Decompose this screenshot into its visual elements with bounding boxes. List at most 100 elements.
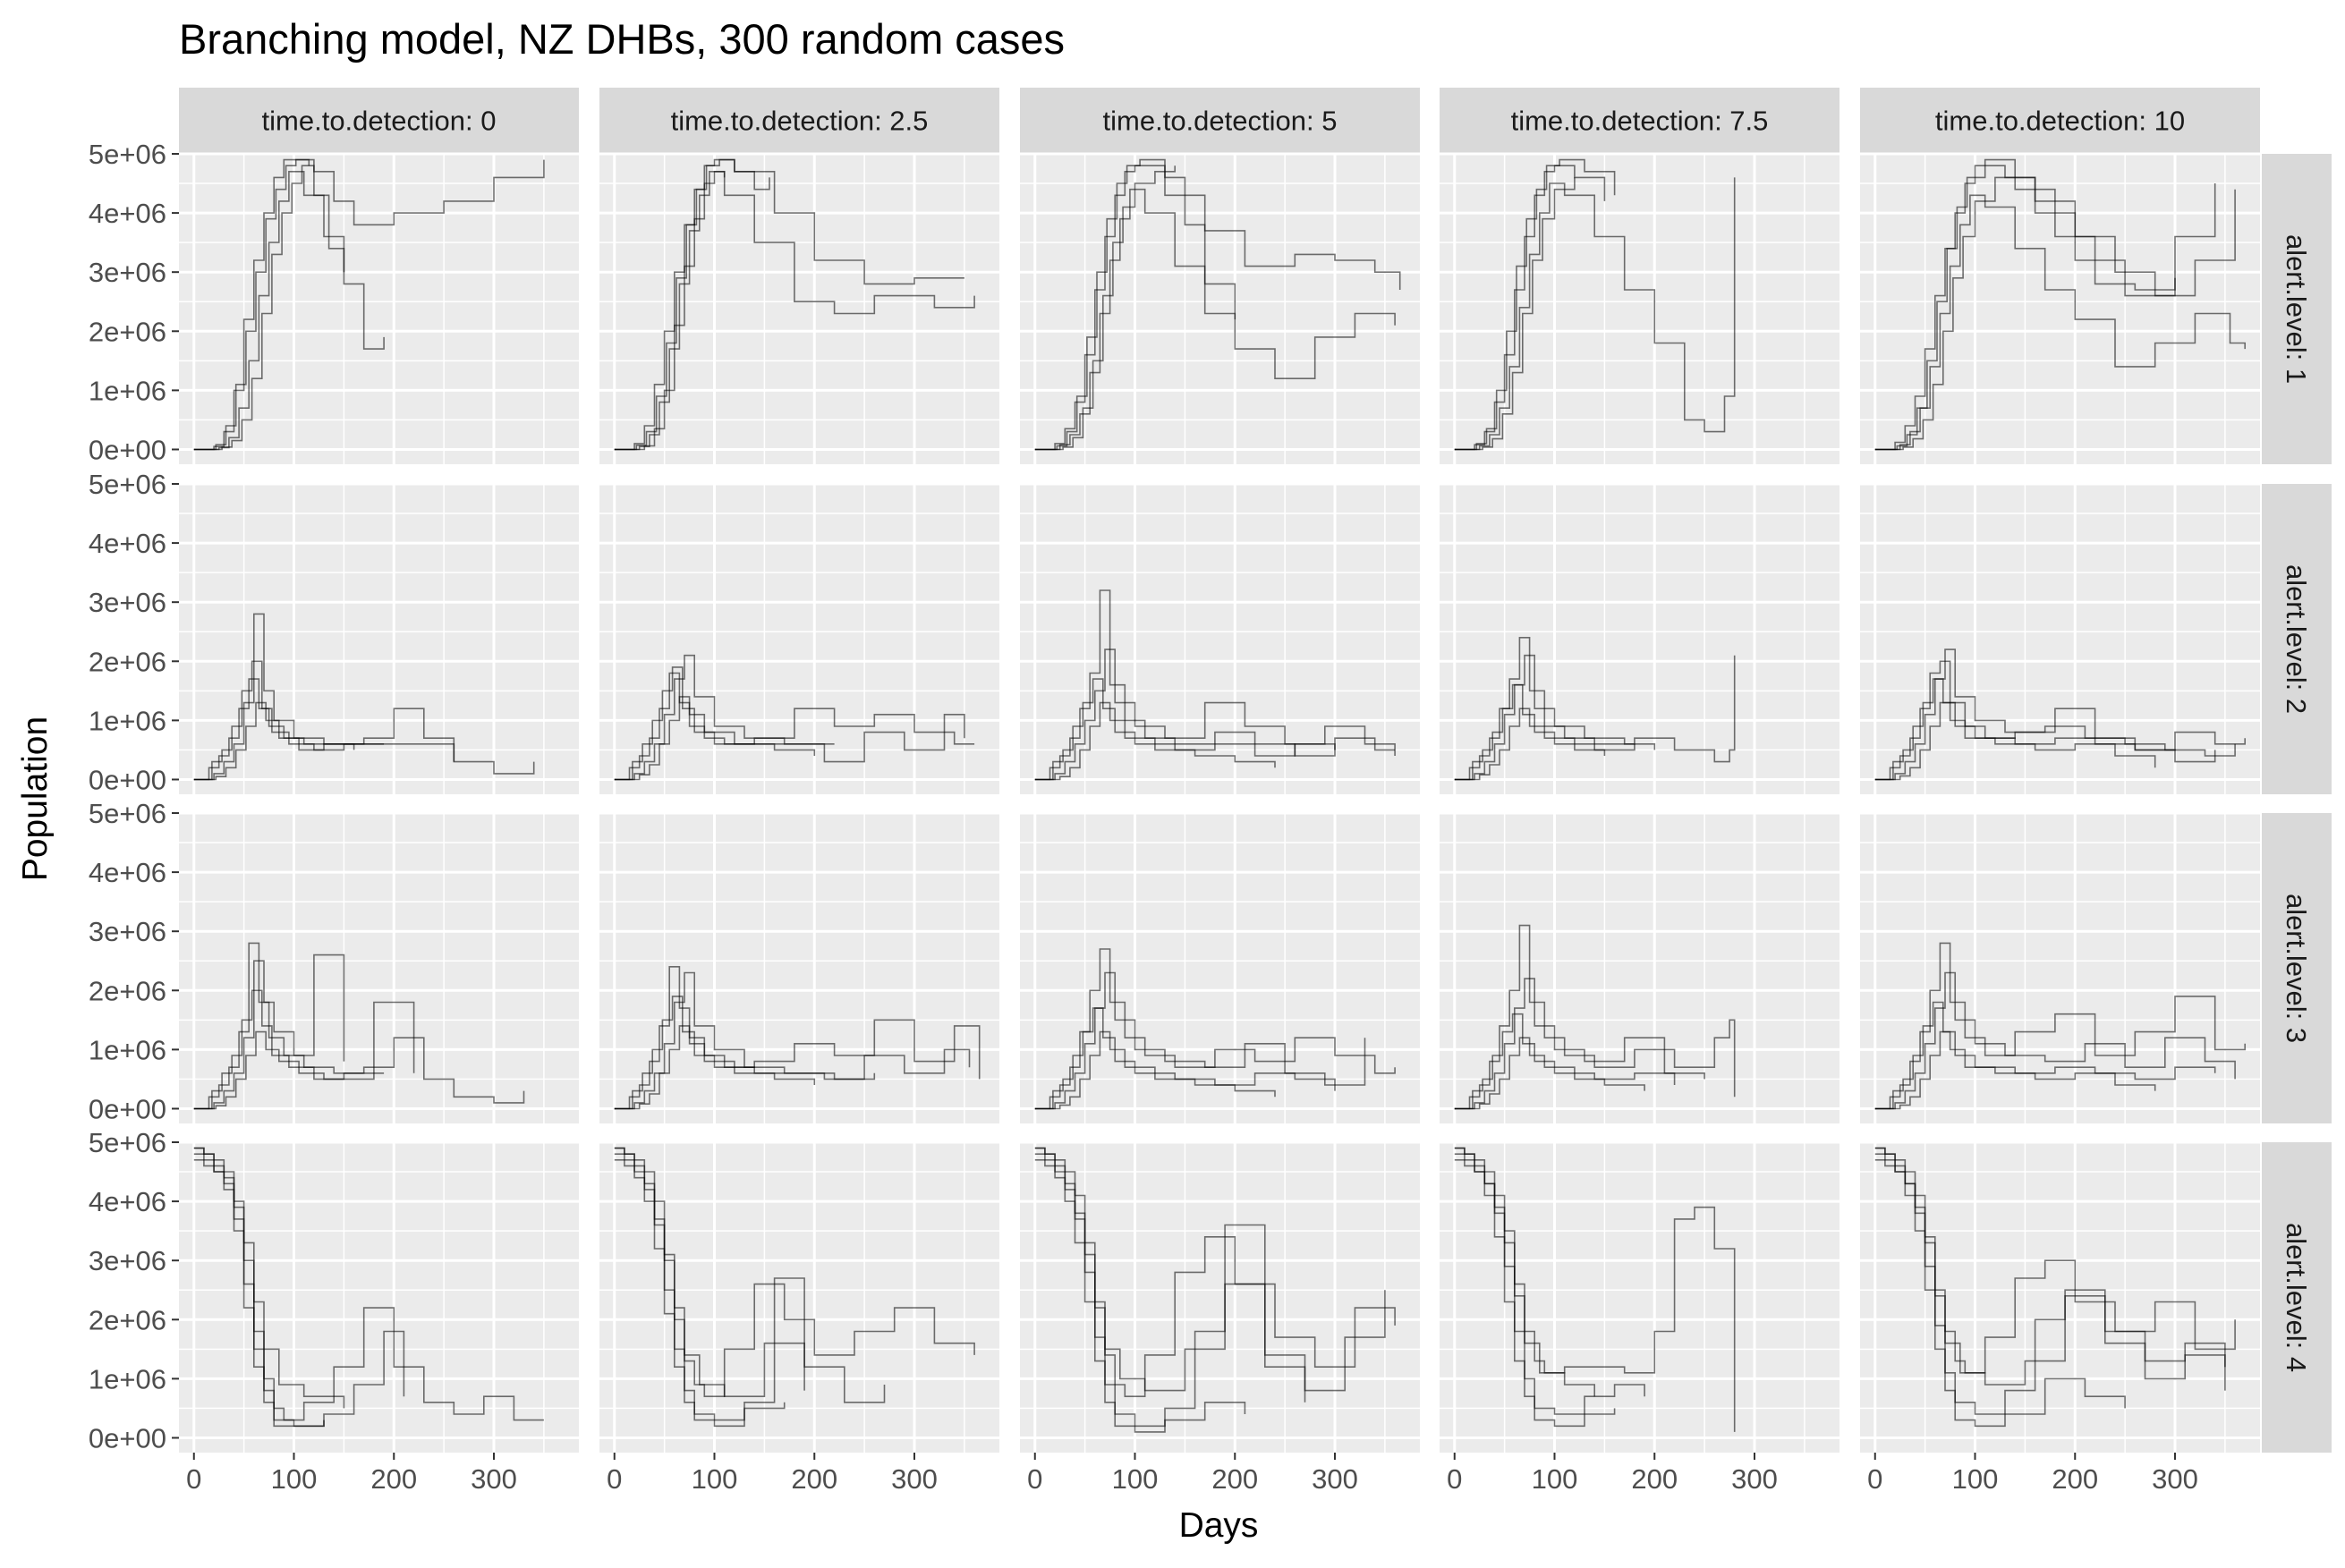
row-strip-label: alert.level: 2 [2281, 564, 2312, 714]
series-step-line [1454, 1013, 1676, 1110]
series-step-line [193, 660, 385, 781]
series-step-line [1454, 683, 1636, 781]
facet-panel [1860, 152, 2260, 464]
panel-bg [179, 154, 579, 464]
panel-bg [1440, 1142, 1839, 1453]
y-tick-label: 0e+00 [89, 434, 166, 465]
x-tick-label: 200 [2052, 1463, 2098, 1495]
x-tick-label: 200 [1631, 1463, 1678, 1495]
column-strip-label: time.to.detection: 5 [1103, 106, 1338, 137]
panels-layer: time.to.detection: 0 time.to.detection: 2… [89, 88, 2332, 1495]
x-tick-label: 0 [1867, 1463, 1882, 1495]
row-strip-bg [2262, 813, 2332, 1123]
panel-bg [1860, 813, 2260, 1123]
chart-title: Branching model, NZ DHBs, 300 random cas… [179, 15, 1065, 63]
row-strip: alert.level: 1 [2262, 154, 2332, 464]
y-tick-label: 5e+06 [89, 469, 166, 500]
facet-panel [599, 152, 999, 464]
x-tick-label: 0 [186, 1463, 201, 1495]
facet-panel [179, 1140, 579, 1453]
panel-bg [599, 813, 999, 1123]
panel-bg [1860, 1142, 2260, 1453]
x-tick-label: 100 [1532, 1463, 1578, 1495]
series-step-line [193, 613, 355, 781]
panel-bg [179, 1142, 579, 1453]
series-step-line [1034, 158, 1236, 451]
series-step-line [1454, 1159, 1595, 1397]
x-tick-label: 300 [2152, 1463, 2198, 1495]
column-strip: time.to.detection: 0 [179, 88, 579, 153]
x-tick-label: 200 [1211, 1463, 1258, 1495]
series-step-line [193, 158, 310, 451]
y-tick-label: 5e+06 [89, 798, 166, 829]
facet-panel [1020, 811, 1420, 1123]
series-step-line [1034, 1007, 1336, 1110]
y-tick-label: 4e+06 [89, 1186, 166, 1217]
facet-panel [1860, 811, 2260, 1123]
column-strip-bg [1020, 88, 1420, 153]
panel-bg [1020, 813, 1420, 1123]
column-strip-bg [1440, 88, 1839, 153]
series-step-line [1874, 971, 2236, 1110]
series-step-line [1454, 177, 1576, 451]
y-tick-label: 1e+06 [89, 375, 166, 406]
y-tick-label: 0e+00 [89, 1093, 166, 1124]
facet-panel [1020, 1140, 1420, 1453]
series-step-line [1034, 1159, 1306, 1403]
x-tick-label: 300 [891, 1463, 938, 1495]
series-step-line [193, 158, 545, 451]
series-step-line [1454, 654, 1656, 781]
x-tick-label: 300 [471, 1463, 517, 1495]
series-step-line [193, 1159, 345, 1409]
column-strip-label: time.to.detection: 7.5 [1511, 106, 1769, 137]
facet-panel [1860, 1140, 2260, 1453]
series-step-line [1454, 158, 1616, 451]
x-tick-label: 100 [692, 1463, 738, 1495]
series-step-line [1874, 701, 2156, 781]
series-step-line [1034, 1147, 1246, 1433]
panel-bg [1020, 1142, 1420, 1453]
series-step-line [193, 701, 455, 781]
series-step-line [614, 971, 971, 1110]
y-tick-label: 3e+06 [89, 257, 166, 288]
x-tick-label: 300 [1312, 1463, 1358, 1495]
series-step-line [1454, 165, 1606, 451]
series-step-line [1454, 1037, 1645, 1110]
y-tick-label: 4e+06 [89, 857, 166, 888]
x-tick-label: 0 [607, 1463, 622, 1495]
y-tick-label: 0e+00 [89, 764, 166, 795]
row-strip-label: alert.level: 1 [2281, 234, 2312, 384]
y-tick-label: 0e+00 [89, 1422, 166, 1454]
column-strip-bg [1860, 88, 2260, 153]
y-tick-label: 2e+06 [89, 1304, 166, 1335]
panel-bg [1020, 484, 1420, 794]
column-strip: time.to.detection: 5 [1020, 88, 1420, 153]
column-strip-label: time.to.detection: 0 [262, 106, 497, 137]
series-step-line [1034, 188, 1396, 451]
facet-panel [599, 811, 999, 1123]
series-step-line [193, 954, 345, 1110]
series-step-line [1874, 678, 2216, 781]
series-step-line [614, 666, 835, 781]
series-step-line [1034, 165, 1176, 451]
series-step-line [1874, 176, 2216, 451]
y-tick-label: 1e+06 [89, 1034, 166, 1065]
column-strip-label: time.to.detection: 10 [1935, 106, 2185, 137]
panel-bg [599, 484, 999, 794]
series-step-line [193, 165, 345, 451]
facet-panel [179, 482, 579, 794]
panel-bg [599, 154, 999, 464]
series-step-line [1454, 637, 1736, 781]
series-step-line [1874, 1159, 2226, 1386]
y-tick-label: 4e+06 [89, 528, 166, 559]
facet-panel [1440, 811, 1839, 1123]
y-tick-label: 2e+06 [89, 316, 166, 347]
y-tick-label: 3e+06 [89, 587, 166, 618]
x-tick-label: 100 [1112, 1463, 1159, 1495]
series-step-line [1874, 1001, 2216, 1110]
series-step-line [1874, 194, 2246, 451]
x-tick-label: 300 [1731, 1463, 1778, 1495]
panel-bg [179, 484, 579, 794]
y-tick-label: 3e+06 [89, 916, 166, 947]
